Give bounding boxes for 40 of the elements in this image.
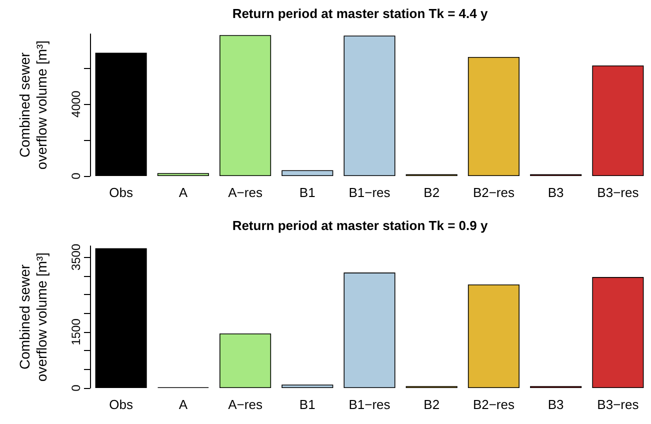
- x-tick-label: A: [178, 185, 188, 200]
- bar: [592, 277, 644, 388]
- x-tick-label: Obs: [109, 185, 134, 200]
- bar: [157, 173, 209, 176]
- y-tick-label: 1500: [69, 318, 83, 346]
- x-tick-label: B2−res: [472, 397, 515, 412]
- x-tick-label: B1−res: [348, 185, 391, 200]
- x-tick-label: B2−res: [472, 185, 515, 200]
- bar: [220, 35, 272, 176]
- y-tick-label: 3500: [69, 244, 83, 271]
- chart-title: Return period at master station Tk = 0.9 y: [232, 218, 488, 233]
- x-tick-label: A: [178, 397, 188, 412]
- x-tick-label: B2: [424, 397, 440, 412]
- x-tick-label: B1: [299, 397, 316, 412]
- bar: [344, 272, 396, 388]
- x-tick-label: B3−res: [597, 397, 640, 412]
- x-tick-label: Obs: [109, 397, 134, 412]
- x-tick-label: B3: [548, 185, 564, 200]
- bar: [95, 248, 147, 388]
- x-tick-label: A−res: [228, 397, 263, 412]
- bar: [220, 333, 272, 388]
- bar: [592, 65, 644, 176]
- x-tick-label: B3: [548, 397, 564, 412]
- x-tick-label: B2: [424, 185, 440, 200]
- bar: [468, 284, 520, 388]
- bar: [344, 36, 396, 176]
- y-tick-label: 0: [69, 384, 83, 392]
- x-tick-label: B3−res: [597, 185, 640, 200]
- bar: [282, 170, 334, 176]
- bar: [468, 57, 520, 176]
- x-tick-label: B1−res: [348, 397, 391, 412]
- x-tick-label: B1: [299, 185, 316, 200]
- chart-title: Return period at master station Tk = 4.4 y: [232, 6, 488, 21]
- y-axis-title: Combined sewer overflow volume [m³]: [16, 40, 50, 170]
- y-tick-label: 4000: [69, 90, 83, 118]
- bar: [282, 384, 334, 388]
- y-axis-title: Combined sewer overflow volume [m³]: [16, 252, 50, 382]
- x-tick-label: A−res: [228, 185, 263, 200]
- bar: [95, 52, 147, 176]
- y-tick-label: 0: [69, 172, 83, 180]
